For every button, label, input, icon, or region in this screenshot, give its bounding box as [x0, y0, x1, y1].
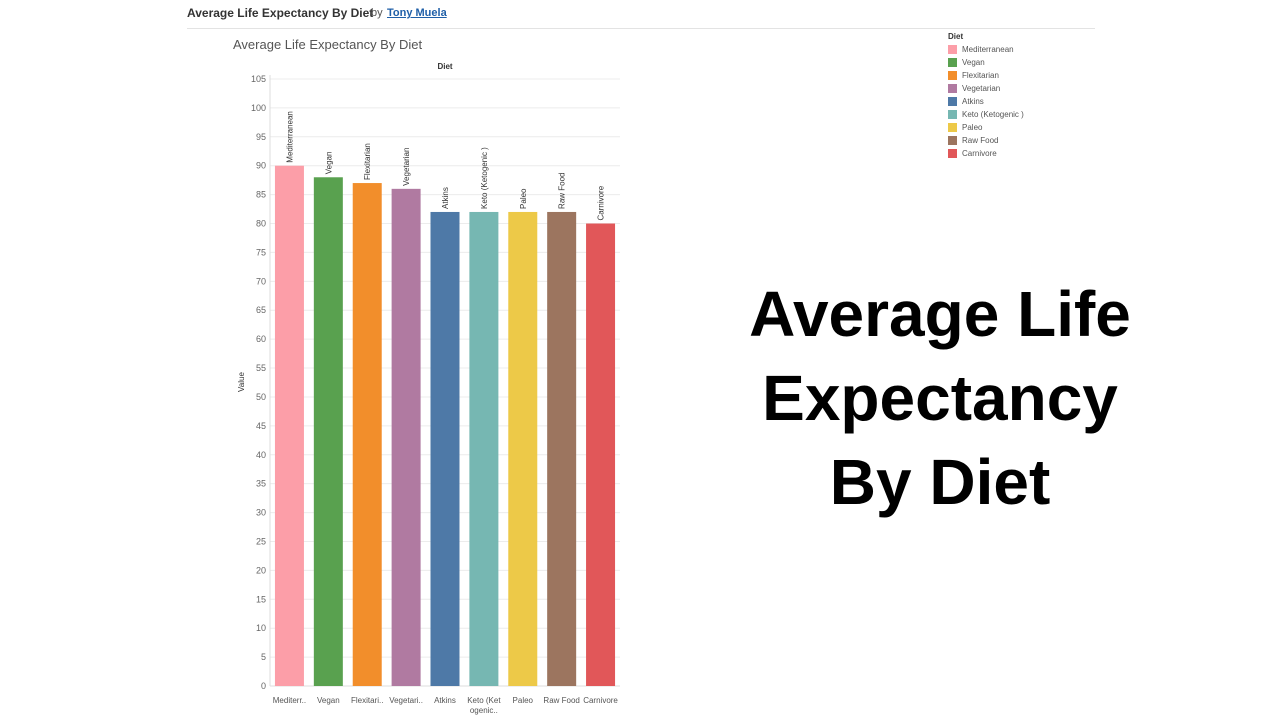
bar[interactable] — [586, 223, 616, 686]
x-tick-label: Mediterr.. — [273, 696, 306, 705]
y-tick-label: 25 — [256, 536, 266, 546]
legend-label: Vegan — [962, 58, 985, 67]
y-tick-label: 15 — [256, 594, 266, 604]
legend-label: Mediterranean — [962, 45, 1014, 54]
legend-swatch — [948, 136, 957, 145]
y-tick-label: 40 — [256, 450, 266, 460]
y-tick-label: 50 — [256, 392, 266, 402]
viz-header: Average Life Expectancy By Diet by Tony … — [187, 0, 1095, 29]
y-tick-label: 60 — [256, 334, 266, 344]
legend-swatch — [948, 45, 957, 54]
legend-label: Raw Food — [962, 136, 999, 145]
big-title-line-2: Expectancy — [762, 362, 1118, 434]
bar-label: Carnivore — [597, 185, 606, 220]
legend-label: Flexitarian — [962, 71, 999, 80]
bar-label: Flexitarian — [363, 143, 372, 180]
x-tick-label: Carnivore — [583, 696, 618, 705]
y-tick-label: 80 — [256, 219, 266, 229]
bar-label: Atkins — [441, 187, 450, 209]
x-tick-label: Paleo — [513, 696, 534, 705]
legend: Diet Mediterranean Vegan Flexitarian Vegeta… — [948, 31, 1068, 160]
x-tick-label: Flexitari.. — [351, 696, 383, 705]
x-tick-label: Keto (Ket — [467, 696, 501, 705]
legend-swatch — [948, 123, 957, 132]
x-tick-label: Vegan — [317, 696, 340, 705]
y-tick-label: 45 — [256, 421, 266, 431]
legend-item[interactable]: Carnivore — [948, 147, 1068, 160]
x-tick-label: Atkins — [434, 696, 456, 705]
y-tick-label: 105 — [251, 74, 266, 84]
legend-item[interactable]: Mediterranean — [948, 43, 1068, 56]
y-tick-label: 90 — [256, 161, 266, 171]
y-tick-label: 70 — [256, 276, 266, 286]
bar[interactable] — [391, 188, 421, 687]
big-title-line-1: Average Life — [749, 278, 1131, 350]
legend-label: Vegetarian — [962, 84, 1001, 93]
y-tick-label: 75 — [256, 247, 266, 257]
y-tick-label: 55 — [256, 363, 266, 373]
big-title: Average Life Expectancy By Diet — [700, 272, 1180, 524]
legend-swatch — [948, 110, 957, 119]
bar-label: Vegan — [324, 152, 333, 175]
legend-item[interactable]: Atkins — [948, 95, 1068, 108]
bar[interactable] — [352, 183, 382, 687]
x-tick-label: Raw Food — [543, 696, 579, 705]
bar[interactable] — [430, 211, 460, 686]
y-tick-label: 65 — [256, 305, 266, 315]
bar-label: Paleo — [519, 188, 528, 209]
legend-items: Mediterranean Vegan Flexitarian Vegetarian A… — [948, 43, 1068, 160]
x-tick-label: ogenic.. — [470, 706, 498, 715]
legend-label: Paleo — [962, 123, 983, 132]
y-tick-label: 20 — [256, 565, 266, 575]
legend-title: Diet — [948, 32, 964, 41]
legend-item[interactable]: Flexitarian — [948, 69, 1068, 82]
bar-chart: 0 5 10 15 20 25 30 35 40 45 50 55 60 65 70 75 80 85 90 95 10… — [237, 62, 620, 715]
legend-swatch — [948, 71, 957, 80]
y-tick-label: 35 — [256, 479, 266, 489]
bar-label: Keto (Ketogenic ) — [480, 147, 489, 209]
x-tick-label: Vegetari.. — [389, 696, 423, 705]
legend-swatch — [948, 97, 957, 106]
y-tick-label: 0 — [261, 681, 266, 691]
chart-title: Average Life Expectancy By Diet — [233, 37, 423, 52]
y-tick-label: 85 — [256, 190, 266, 200]
legend-item[interactable]: Keto (Ketogenic ) — [948, 108, 1068, 121]
bar[interactable] — [274, 165, 304, 686]
legend-label: Atkins — [962, 97, 984, 106]
column-header: Diet — [437, 62, 452, 71]
legend-swatch — [948, 84, 957, 93]
bar-label: Raw Food — [558, 172, 567, 208]
y-tick-label: 100 — [251, 103, 266, 113]
y-tick-label: 5 — [261, 652, 266, 662]
bar-label: Vegetarian — [402, 148, 411, 186]
y-tick-label: 30 — [256, 508, 266, 518]
bar-label: Mediterranean — [285, 111, 294, 163]
viz-title: Average Life Expectancy By Diet — [187, 6, 374, 20]
legend-label: Keto (Ketogenic ) — [962, 110, 1024, 119]
legend-item[interactable]: Raw Food — [948, 134, 1068, 147]
y-tick-label: 10 — [256, 623, 266, 633]
legend-item[interactable]: Vegetarian — [948, 82, 1068, 95]
legend-item[interactable]: Paleo — [948, 121, 1068, 134]
bar[interactable] — [469, 211, 499, 686]
legend-label: Carnivore — [962, 149, 997, 158]
legend-swatch — [948, 149, 957, 158]
y-tick-label: 95 — [256, 132, 266, 142]
author-link[interactable]: Tony Muela — [387, 7, 447, 19]
byline-text: by — [371, 7, 383, 19]
legend-swatch — [948, 58, 957, 67]
bar[interactable] — [313, 177, 343, 686]
big-title-line-3: By Diet — [829, 446, 1051, 518]
bar[interactable] — [547, 211, 577, 686]
bar[interactable] — [508, 211, 538, 686]
legend-item[interactable]: Vegan — [948, 56, 1068, 69]
y-axis-label: Value — [237, 372, 246, 392]
